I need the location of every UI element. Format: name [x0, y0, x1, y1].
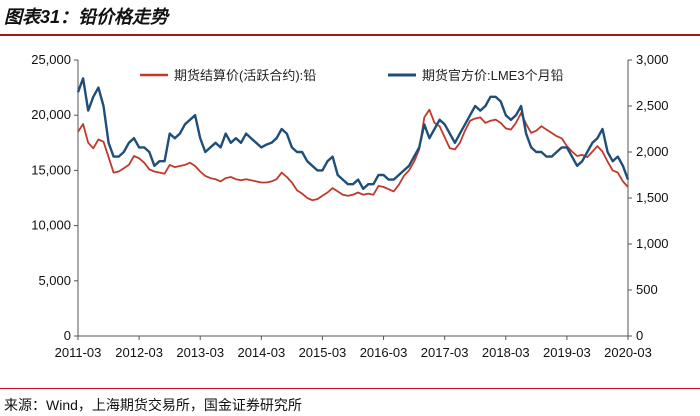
series-line-2 [76, 77, 630, 190]
series-line-1 [77, 108, 629, 202]
title-rule [0, 34, 700, 36]
left-tick-label: 10,000 [31, 218, 71, 233]
legend-label-2: 期货官方价:LME3个月铅 [422, 68, 564, 83]
bottom-rule [0, 388, 700, 389]
series-lines [76, 77, 630, 202]
lead-price-chart: 0 5,000 10,000 15,000 20,000 25,000 0 500 1,000… [31, 52, 669, 360]
left-tick-label: 5,000 [38, 273, 71, 288]
left-tick-label: 15,000 [31, 162, 71, 177]
x-tick-label: 2012-03 [115, 345, 163, 360]
x-tick-label: 2013-03 [176, 345, 224, 360]
left-tick-label: 25,000 [31, 52, 71, 67]
left-tick-label: 20,000 [31, 107, 71, 122]
axis-frame [77, 60, 629, 337]
left-axis-ticks: 0 5,000 10,000 15,000 20,000 25,000 [31, 52, 78, 343]
x-axis-ticks: 2011-03 2012-03 2013-03 2014-03 2015-03 2016-… [55, 336, 652, 360]
x-tick-label: 2015-03 [299, 345, 347, 360]
legend-label-1: 期货结算价(活跃合约):铅 [174, 68, 316, 83]
right-axis-ticks: 0 500 1,000 1,500 2,000 2,500 3,000 [628, 52, 669, 343]
source-note: 来源：Wind，上海期货交易所，国金证券研究所 [4, 397, 302, 413]
x-tick-label: 2011-03 [55, 345, 102, 360]
x-tick-label: 2020-03 [604, 345, 652, 360]
right-tick-label: 3,000 [636, 52, 669, 67]
right-tick-label: 1,000 [636, 236, 669, 251]
x-tick-label: 2014-03 [237, 345, 285, 360]
x-tick-label: 2016-03 [360, 345, 408, 360]
right-tick-label: 2,000 [636, 144, 669, 159]
x-tick-label: 2018-03 [482, 345, 530, 360]
figure-title: 图表31：铅价格走势 [4, 7, 169, 27]
legend: 期货结算价(活跃合约):铅 期货官方价:LME3个月铅 [140, 68, 564, 83]
left-tick-label: 0 [64, 328, 71, 343]
x-tick-label: 2017-03 [421, 345, 469, 360]
x-tick-label: 2019-03 [543, 345, 591, 360]
right-tick-label: 1,500 [636, 190, 669, 205]
right-tick-label: 500 [636, 282, 658, 297]
right-tick-label: 0 [636, 328, 643, 343]
right-tick-label: 2,500 [636, 98, 669, 113]
